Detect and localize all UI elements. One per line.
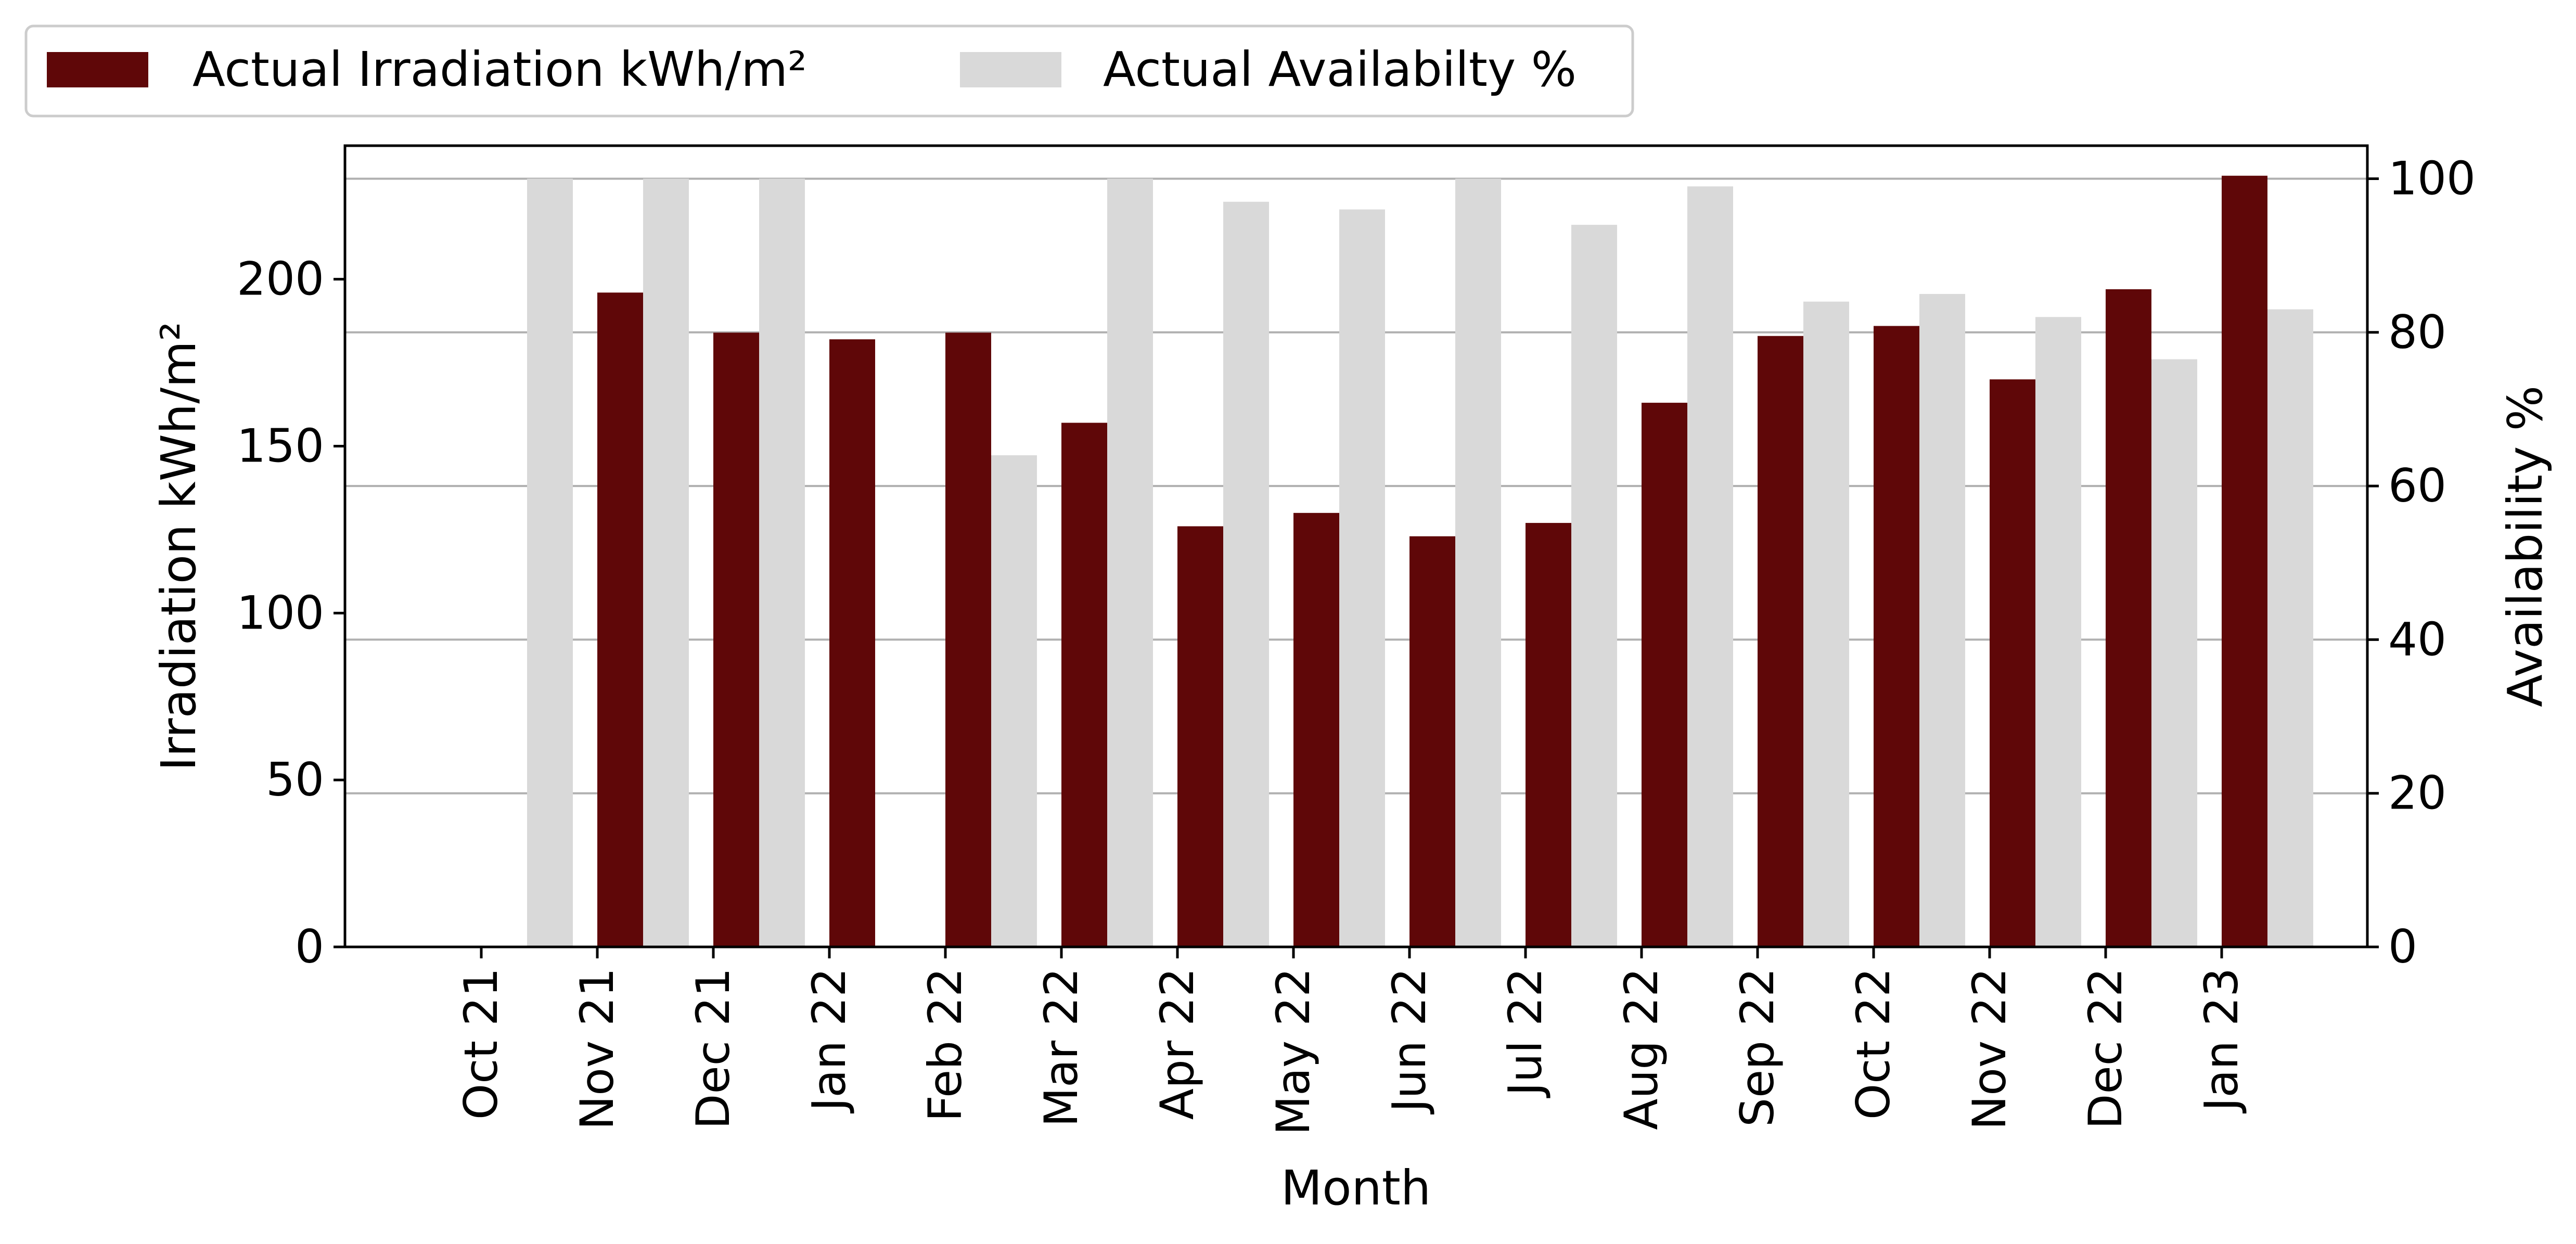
legend: Actual Irradiation kWh/m² Actual Availabi… [24,24,1634,118]
irradiation-bar [829,339,875,947]
availability-bar [1803,301,1849,947]
availability-bar [1687,186,1733,947]
irradiation-bar [2106,289,2151,947]
x-tick-label: May 22 [1266,968,1320,1135]
legend-box [24,24,1634,118]
legend-label-irradiation: Actual Irradiation kWh/m² [193,42,807,97]
irradiation-bar [1642,403,1687,947]
availability-bar [759,178,805,947]
availability-bar [2267,309,2313,947]
irradiation-bar [1758,336,1803,947]
availability-bar [1223,201,1269,947]
legend-swatch-availability [960,52,1061,87]
y-left-tick-label: 100 [237,586,324,639]
availability-bar [2035,317,2081,947]
x-tick-label: Nov 21 [570,968,624,1130]
x-tick-label: Sep 22 [1731,968,1784,1127]
irradiation-bar [1177,526,1223,947]
availability-bar [643,178,689,947]
y-right-tick-label: 100 [2388,151,2476,205]
x-tick-label: Oct 22 [1847,968,1900,1120]
x-tick-label: Oct 21 [454,968,508,1120]
y-left-tick-label: 150 [237,419,324,473]
y-right-tick-label: 80 [2388,305,2446,359]
irradiation-bar [1061,422,1107,947]
axes-layer [334,144,2379,958]
y-left-tick-label: 0 [295,920,324,973]
y-right-tick-label: 40 [2388,612,2446,666]
irradiation-bar [1526,523,1571,947]
y-right-axis-label: Availability % [2497,386,2553,707]
x-tick-label: Mar 22 [1034,968,1088,1127]
x-tick-label: Jul 22 [1498,968,1552,1098]
availability-bar [2151,359,2197,947]
irradiation-bar [1293,512,1339,947]
y-left-axis-label: Irradiation kWh/m² [151,322,207,771]
irradiation-bar [597,292,643,947]
irradiation-bar [2222,175,2267,947]
availability-bar [527,178,573,947]
irradiation-bar [1409,536,1455,947]
y-left-tick-label: 50 [266,753,324,806]
availability-bar [1455,178,1501,947]
x-tick-label: Nov 22 [1963,968,2016,1130]
availability-bar [1571,225,1617,947]
y-right-tick-label: 20 [2388,766,2446,820]
legend-swatch-irradiation [47,52,148,87]
availability-bar [1107,178,1153,947]
legend-label-availability: Actual Availabilty % [1103,42,1577,97]
bars-layer [527,175,2313,947]
irradiation-bar [713,332,759,947]
irradiation-bar [1874,326,1919,947]
x-axis-label: Month [1281,1160,1431,1216]
x-tick-label: Jan 23 [2195,968,2248,1114]
irradiation-bar [945,332,991,947]
availability-bar [1339,209,1385,947]
y-right-tick-label: 60 [2388,459,2446,512]
y-left-tick-label: 200 [237,252,324,306]
labels-layer: 0 50 100 150 200 0 20 40 60 80 100 Oct 21 Nov 21 Dec … [151,151,2553,1216]
x-tick-label: Apr 22 [1150,968,1204,1120]
x-tick-label: Dec 22 [2079,968,2132,1129]
availability-bar [1919,293,1965,947]
x-tick-label: Feb 22 [918,968,972,1122]
y-right-tick-label: 0 [2388,920,2417,973]
x-tick-label: Dec 21 [686,968,740,1129]
x-tick-label: Aug 22 [1614,968,1668,1130]
plot-frame [343,144,2369,948]
irradiation-bar [1990,379,2035,947]
availability-bar [991,455,1037,947]
x-tick-label: Jun 22 [1382,968,1436,1114]
x-tick-label: Jan 22 [802,968,856,1114]
